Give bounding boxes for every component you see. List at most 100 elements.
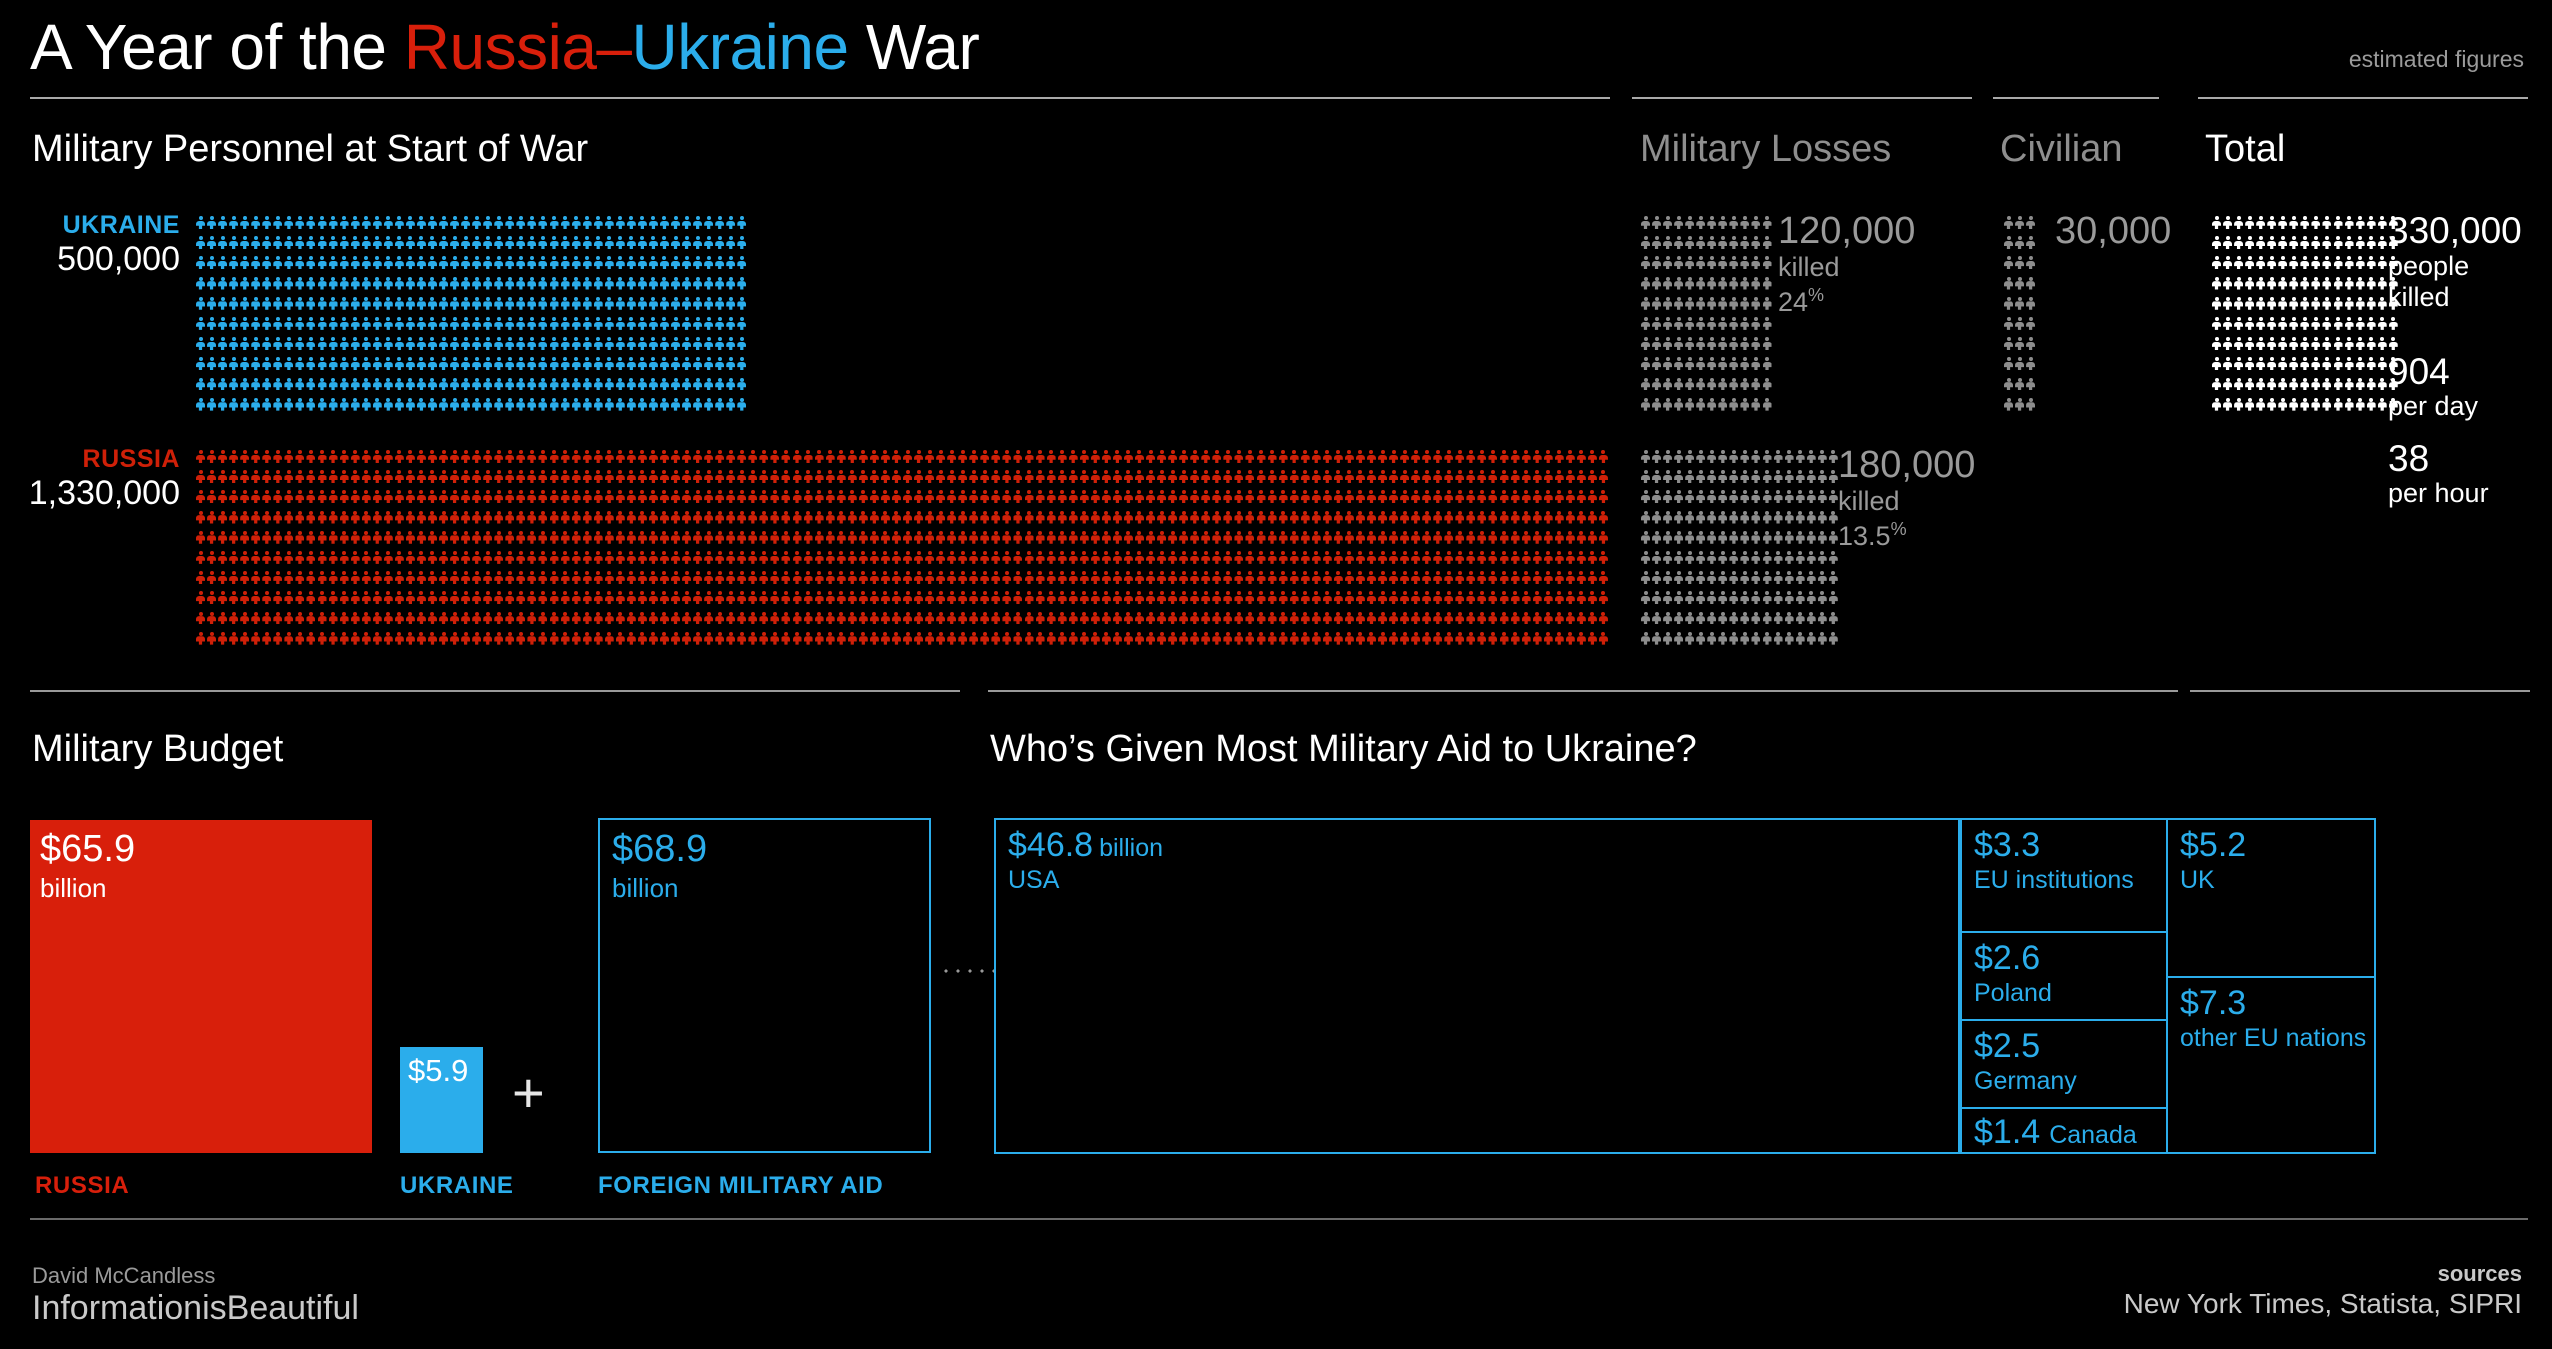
person-icon: [848, 530, 857, 544]
person-icon: [395, 296, 404, 310]
person-icon: [340, 397, 349, 411]
person-icon: [505, 591, 514, 604]
person-icon: [1785, 510, 1794, 524]
person-icon: [1069, 550, 1078, 564]
person-icon: [1146, 470, 1155, 483]
person-icon: [1685, 316, 1694, 330]
person-icon: [494, 631, 503, 645]
person-icon: [671, 296, 680, 310]
person-icon: [450, 470, 459, 483]
person-icon: [505, 316, 514, 330]
person-icon: [2267, 337, 2276, 350]
person-icon: [1652, 316, 1661, 330]
heading-military-aid: Who’s Given Most Military Aid to Ukraine…: [990, 728, 1697, 770]
person-icon: [627, 571, 636, 584]
person-icon: [251, 296, 260, 310]
person-icon: [561, 397, 570, 411]
person-icon: [848, 571, 857, 584]
person-icon: [1334, 550, 1343, 564]
person-icon: [1751, 296, 1760, 310]
person-icon: [1411, 510, 1420, 524]
person-icon: [1146, 450, 1155, 463]
person-icon: [428, 631, 437, 645]
person-icon: [262, 631, 271, 645]
person-icon: [2026, 377, 2035, 391]
person-icon: [461, 530, 470, 544]
person-icon: [207, 470, 216, 483]
person-icon: [572, 276, 581, 290]
person-icon: [1533, 550, 1542, 564]
person-icon: [284, 611, 293, 625]
person-icon: [759, 530, 768, 544]
person-icon: [649, 530, 658, 544]
person-icon: [2015, 256, 2024, 269]
person-icon: [1411, 611, 1420, 625]
stat-ukraine-losses-label: killed: [1778, 252, 1840, 282]
person-icon: [1301, 530, 1310, 544]
person-icon: [196, 296, 205, 310]
person-icon: [306, 510, 315, 524]
person-icon: [1036, 490, 1045, 503]
person-icon: [196, 631, 205, 645]
person-icon: [638, 236, 647, 249]
person-icon: [870, 631, 879, 645]
person-icon: [527, 631, 536, 645]
person-icon: [1389, 450, 1398, 463]
person-icon: [958, 530, 967, 544]
person-icon: [682, 510, 691, 524]
person-icon: [395, 276, 404, 290]
person-icon: [1422, 591, 1431, 604]
person-icon: [362, 611, 371, 625]
person-icon: [826, 571, 835, 584]
person-icon: [616, 236, 625, 249]
person-icon: [2334, 216, 2343, 229]
person-icon: [1663, 276, 1672, 290]
person-icon: [1400, 510, 1409, 524]
person-icon: [1774, 530, 1783, 544]
person-icon: [251, 611, 260, 625]
person-icon: [251, 571, 260, 584]
person-icon: [505, 337, 514, 350]
person-icon: [472, 571, 481, 584]
person-icon: [395, 591, 404, 604]
person-icon: [1785, 591, 1794, 604]
person-icon: [362, 256, 371, 269]
person-icon: [318, 337, 327, 350]
person-icon: [1234, 550, 1243, 564]
person-icon: [980, 530, 989, 544]
person-icon: [1257, 530, 1266, 544]
person-icon: [2015, 276, 2024, 290]
person-icon: [605, 510, 614, 524]
person-icon: [704, 256, 713, 269]
person-icon: [494, 216, 503, 229]
person-icon: [2389, 216, 2398, 229]
person-icon: [1069, 510, 1078, 524]
person-icon: [1245, 571, 1254, 584]
person-icon: [1069, 450, 1078, 463]
person-icon: [273, 316, 282, 330]
person-icon: [649, 470, 658, 483]
person-icon: [428, 316, 437, 330]
person-icon: [594, 216, 603, 229]
pct-symbol: %: [1808, 285, 1825, 305]
person-icon: [1102, 450, 1111, 463]
person-icon: [2345, 236, 2354, 249]
person-icon: [2212, 236, 2221, 249]
person-icon: [461, 510, 470, 524]
person-icon: [638, 631, 647, 645]
person-icon: [373, 256, 382, 269]
person-icon: [1356, 470, 1365, 483]
person-icon: [450, 316, 459, 330]
person-icon: [373, 550, 382, 564]
person-icon: [1146, 631, 1155, 645]
person-icon: [1013, 490, 1022, 503]
person-icon: [1740, 490, 1749, 503]
person-icon: [1466, 611, 1475, 625]
person-icon: [1411, 571, 1420, 584]
person-icon: [207, 216, 216, 229]
person-icon: [2245, 337, 2254, 350]
person-icon: [417, 296, 426, 310]
person-icon: [616, 631, 625, 645]
person-icon: [1223, 611, 1232, 625]
person-icon: [1763, 216, 1772, 229]
